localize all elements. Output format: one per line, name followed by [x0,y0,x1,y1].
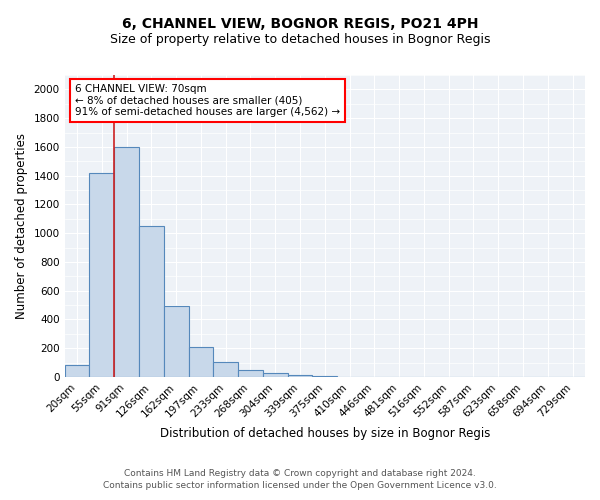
Bar [89,173,114,377]
Text: Size of property relative to detached houses in Bognor Regis: Size of property relative to detached ho… [110,32,490,46]
Text: Contains HM Land Registry data © Crown copyright and database right 2024.: Contains HM Land Registry data © Crown c… [124,468,476,477]
Bar [263,374,287,377]
Bar [214,362,238,377]
Bar [238,370,263,377]
Bar [164,306,188,377]
Text: 6 CHANNEL VIEW: 70sqm
← 8% of detached houses are smaller (405)
91% of semi-deta: 6 CHANNEL VIEW: 70sqm ← 8% of detached h… [75,84,340,117]
Bar [65,366,89,377]
Text: 6, CHANNEL VIEW, BOGNOR REGIS, PO21 4PH: 6, CHANNEL VIEW, BOGNOR REGIS, PO21 4PH [122,18,478,32]
X-axis label: Distribution of detached houses by size in Bognor Regis: Distribution of detached houses by size … [160,427,490,440]
Bar [114,147,139,377]
Bar [188,348,214,377]
Text: Contains public sector information licensed under the Open Government Licence v3: Contains public sector information licen… [103,481,497,490]
Bar [139,226,164,377]
Y-axis label: Number of detached properties: Number of detached properties [15,133,28,319]
Bar [313,376,337,377]
Bar [287,375,313,377]
